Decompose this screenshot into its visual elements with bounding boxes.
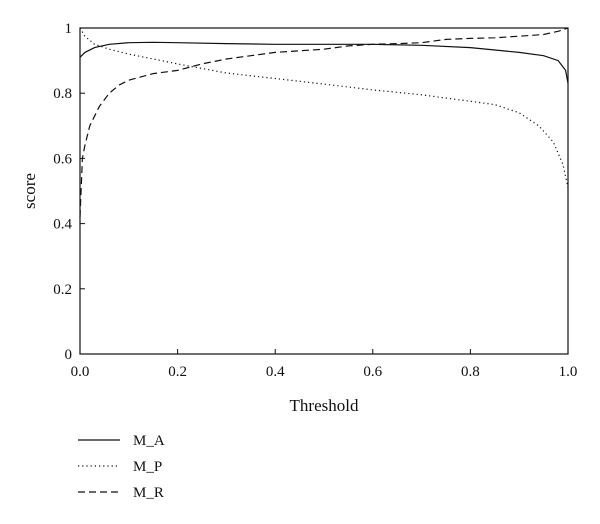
series-line-m-r [79, 27, 569, 218]
x-tick-label: 0.2 [168, 364, 187, 380]
y-tick-label: 1 [65, 21, 73, 37]
plot-frame [79, 27, 569, 355]
y-axis-label: score [20, 173, 39, 209]
x-tick-label: 0.4 [266, 364, 285, 380]
x-tick-label: 0.6 [363, 364, 382, 380]
legend-label: M_A [133, 433, 165, 449]
y-tick-label: 0 [65, 347, 73, 363]
legend-label: M_P [133, 459, 162, 475]
series-group [79, 27, 569, 218]
y-axis-ticks: 0 0.2 0.4 0.6 0.8 1 [53, 21, 85, 363]
legend-label: M_R [133, 485, 164, 501]
y-tick-label: 0.8 [53, 86, 72, 102]
x-tick-label: 1.0 [559, 364, 578, 380]
series-line-m-p [79, 27, 569, 188]
y-tick-label: 0.2 [53, 282, 72, 298]
x-tick-label: 0.8 [461, 364, 480, 380]
x-tick-label: 0.0 [71, 364, 90, 380]
y-tick-label: 0.6 [53, 151, 72, 167]
series-line-m-a [79, 41, 569, 84]
x-axis-label: Threshold [290, 396, 359, 415]
x-axis-ticks: 0.0 0.2 0.4 0.6 0.8 1.0 [71, 349, 578, 380]
y-tick-label: 0.4 [53, 217, 72, 233]
legend: M_A M_P M_R [78, 433, 165, 501]
